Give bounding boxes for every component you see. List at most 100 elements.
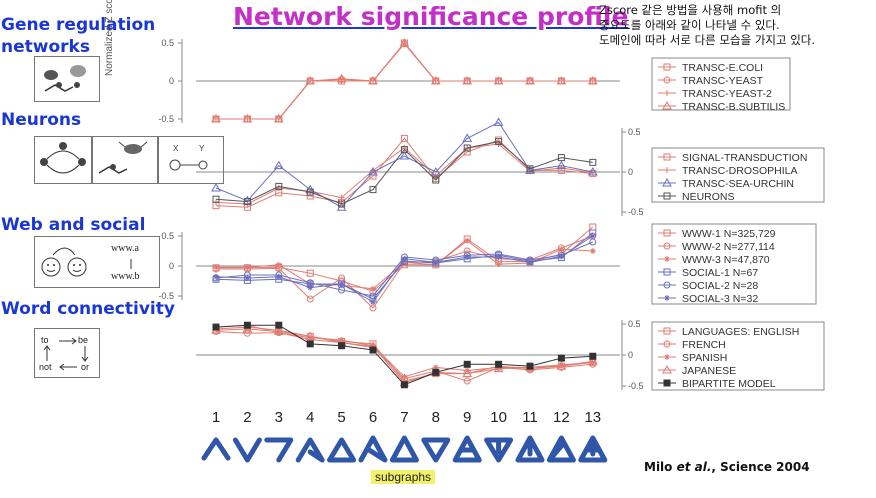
point-neurons-3-2 [275, 182, 283, 190]
point-web-5-8 [464, 254, 471, 260]
point-word-4-9 [495, 360, 503, 368]
word-connectivity-icon [43, 337, 89, 371]
citation: Milo et al., Science 2004 [644, 460, 810, 474]
subgraph-motif-10 [484, 437, 514, 463]
note-line-1: Zscore 같은 방법을 사용해 mofit 의 [599, 3, 782, 17]
point-neurons-3-9 [495, 138, 503, 146]
neuron-icon-box-3: X Y [158, 136, 224, 184]
point-web-5-0 [213, 273, 219, 280]
legend-marker-web-4 [663, 281, 671, 289]
point-neurons-2-9 [493, 117, 504, 126]
citation-author: Milo [644, 460, 677, 474]
panel-gene: -0.5 0 0.5 [158, 37, 620, 124]
citation-rest: , Science 2004 [711, 460, 810, 474]
point-neurons-3-11 [557, 154, 565, 162]
subgraph-motif-7 [389, 435, 419, 463]
point-word-4-5 [369, 346, 377, 354]
point-word-2-12 [589, 359, 596, 366]
point-web-2-8 [464, 237, 471, 244]
legend-marker-gene-1 [663, 76, 671, 84]
x-tick-label-3: 4 [306, 409, 314, 426]
subgraph-motif-12 [546, 435, 576, 463]
point-word-3-8 [462, 368, 473, 378]
point-neurons-3-1 [243, 198, 251, 206]
point-word-4-11 [557, 354, 565, 362]
note-line-3: 도메인에 따라 서로 다른 모습을 가지고 있다. [599, 33, 816, 47]
neuron-icon-box-1 [34, 136, 92, 184]
legend-label-web-4: SOCIAL-2 N=28 [682, 280, 758, 292]
point-web-5-11 [558, 253, 565, 260]
point-word-4-1 [243, 321, 251, 329]
section-web-social: Web and social [1, 215, 146, 235]
point-word-4-6 [400, 381, 408, 389]
point-web-2-0 [213, 264, 219, 271]
subgraph-motif-path-12 [546, 435, 576, 463]
point-neurons-2-0 [211, 182, 221, 192]
point-word-3-2 [273, 326, 284, 335]
series-line-word-0 [215, 326, 593, 382]
x-tick-label-2: 3 [275, 409, 283, 426]
point-gene-3-4 [336, 73, 347, 83]
word-label-or: or [81, 362, 90, 372]
page-title: Network significance profile [233, 2, 629, 31]
point-gene-3-8 [462, 75, 473, 85]
subgraph-motif-2 [232, 437, 262, 463]
x-tick-label-12: 13 [584, 409, 601, 426]
point-word-2-11 [558, 361, 565, 368]
point-neurons-2-6 [399, 150, 410, 160]
point-word-4-8 [463, 360, 471, 368]
legend-marker-word-3 [662, 364, 672, 374]
point-word-2-5 [370, 342, 376, 349]
panel-neurons: -0.5 0 0.5 [196, 117, 644, 217]
series-neurons-3 [212, 138, 597, 208]
point-word-1-8 [463, 377, 471, 385]
point-web-2-6 [401, 259, 408, 266]
legend-label-web-2: WWW-3 N=47,870 [682, 254, 770, 266]
point-neurons-2-12 [587, 166, 598, 176]
point-gene-3-2 [273, 113, 284, 123]
series-line-web-1 [216, 235, 593, 309]
word-label-not: not [39, 362, 52, 372]
y-tick-label-gene-0: -0.5 [158, 114, 174, 124]
svg-text:Y: Y [199, 144, 205, 153]
subgraph-motif-path-9 [452, 435, 482, 463]
series-web-1 [212, 232, 597, 312]
legend-label-gene-0: TRANSC-E.COLI [682, 62, 763, 74]
legend-marker-neurons-2 [662, 177, 672, 187]
legend-marker-web-5 [664, 295, 670, 301]
legend-marker-word-4 [663, 379, 671, 387]
point-neurons-0-6 [400, 134, 408, 142]
series-gene-3 [211, 37, 598, 123]
point-word-4-2 [275, 321, 283, 329]
y-tick-label-web-1: 0 [169, 261, 174, 271]
point-neurons-3-4 [338, 200, 346, 208]
subgraph-motif-path-13 [578, 435, 608, 463]
point-word-2-2 [275, 329, 282, 336]
x-tick-label-9: 10 [490, 409, 507, 426]
y-tick-label-web-2: 0.5 [161, 231, 174, 241]
point-web-5-10 [527, 259, 533, 266]
point-gene-3-10 [525, 75, 535, 85]
point-web-2-11 [558, 246, 565, 253]
subgraph-motif-1 [201, 437, 231, 461]
subgraph-motif-4 [295, 437, 325, 463]
legend-gene: TRANSC-E.COLITRANSC-YEASTTRANSC-YEAST-2T… [651, 57, 791, 113]
point-gene-3-12 [587, 75, 598, 85]
point-web-5-1 [244, 275, 251, 281]
point-web-2-2 [275, 261, 282, 268]
point-neurons-3-8 [463, 144, 471, 152]
neuron-loop-icon [40, 142, 86, 174]
point-word-3-11 [556, 361, 567, 370]
panel-word: -0.5 0 0.5 [196, 319, 644, 391]
web-social-icon [41, 247, 132, 277]
point-neurons-2-7 [430, 166, 441, 176]
point-neurons-2-10 [525, 165, 535, 174]
subgraph-motif-path-10 [484, 437, 514, 463]
panel-web: -0.5 0 0.5 [158, 223, 620, 312]
legend-marker-neurons-1 [664, 167, 670, 173]
legend-marker-word-0 [663, 327, 671, 335]
series-line-word-1 [215, 330, 593, 382]
legend-label-web-5: SOCIAL-3 N=32 [682, 293, 758, 305]
